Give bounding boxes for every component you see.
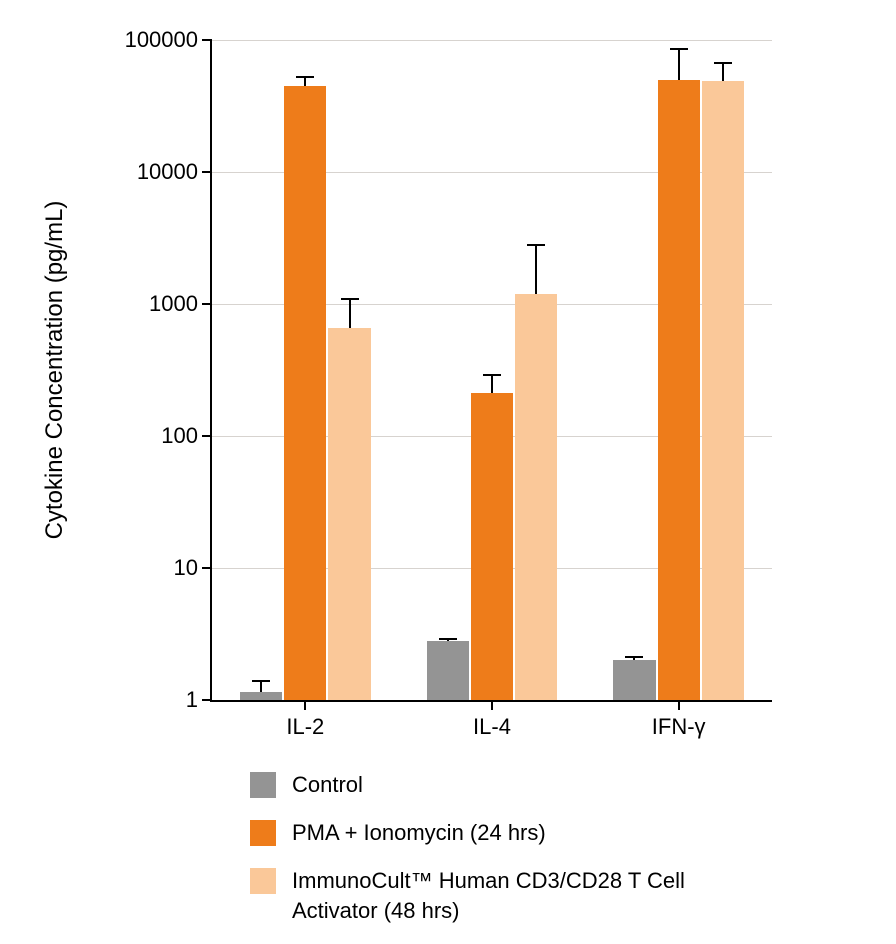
y-tick-label: 1 (186, 687, 212, 713)
legend-swatch (250, 868, 276, 894)
error-cap (714, 62, 732, 64)
error-cap (296, 76, 314, 78)
y-tick-label: 10000 (137, 159, 212, 185)
error-cap (670, 48, 688, 50)
bar (328, 328, 370, 700)
error-bar (491, 375, 493, 394)
gridline (212, 40, 772, 41)
bar (240, 692, 282, 700)
error-cap (527, 244, 545, 246)
plot-area: 110100100010000100000IL-2IL-4IFN-γ (210, 40, 772, 702)
cytokine-chart: Cytokine Concentration (pg/mL) 110100100… (0, 0, 896, 920)
bar (702, 81, 744, 700)
error-cap (483, 374, 501, 376)
error-bar (260, 681, 262, 692)
error-bar (304, 77, 306, 85)
error-cap (625, 656, 643, 658)
error-bar (349, 299, 351, 328)
legend-label: Control (292, 770, 363, 800)
y-tick-label: 100000 (125, 27, 212, 53)
y-tick-label: 100 (161, 423, 212, 449)
error-cap (252, 680, 270, 682)
bar (471, 393, 513, 700)
error-bar (722, 63, 724, 81)
legend-swatch (250, 820, 276, 846)
legend: Control PMA + Ionomycin (24 hrs) ImmunoCul… (250, 770, 750, 944)
legend-entry: PMA + Ionomycin (24 hrs) (250, 818, 750, 848)
legend-entry: ImmunoCult™ Human CD3/CD28 T Cell Activa… (250, 866, 750, 926)
bar (427, 641, 469, 700)
x-tick-label: IL-4 (473, 700, 511, 740)
error-cap (341, 298, 359, 300)
legend-swatch (250, 772, 276, 798)
legend-entry: Control (250, 770, 750, 800)
x-tick-label: IFN-γ (652, 700, 706, 740)
y-tick-label: 1000 (149, 291, 212, 317)
x-tick-label: IL-2 (286, 700, 324, 740)
bar (284, 86, 326, 700)
y-axis-label: Cytokine Concentration (pg/mL) (41, 201, 69, 540)
bar (613, 660, 655, 700)
bar (658, 80, 700, 700)
error-bar (678, 49, 680, 79)
legend-label: ImmunoCult™ Human CD3/CD28 T Cell Activa… (292, 866, 750, 926)
error-bar (535, 245, 537, 294)
bar (515, 294, 557, 700)
legend-label: PMA + Ionomycin (24 hrs) (292, 818, 546, 848)
error-cap (439, 638, 457, 640)
y-tick-label: 10 (174, 555, 212, 581)
